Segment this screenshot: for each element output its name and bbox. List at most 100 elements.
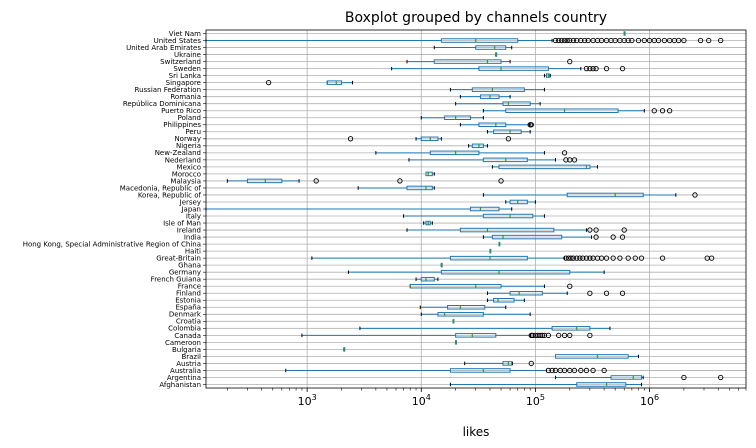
flier-point xyxy=(585,37,591,44)
box-iqr xyxy=(470,206,500,212)
flier-point xyxy=(651,108,657,114)
flier-point xyxy=(617,255,623,261)
flier-point xyxy=(603,65,610,72)
flier-point xyxy=(641,37,647,44)
box-11 xyxy=(419,305,507,310)
flier-point xyxy=(570,255,576,261)
y-category-label: Japan xyxy=(180,205,201,213)
flier-point xyxy=(571,367,578,374)
flier-point xyxy=(590,65,596,72)
box-iqr xyxy=(471,87,525,92)
box-44 xyxy=(543,73,551,78)
x-tick-label: 104 xyxy=(412,393,431,408)
box-40 xyxy=(455,101,541,106)
box-29 xyxy=(226,178,504,184)
box-42 xyxy=(449,87,545,92)
flier-point xyxy=(718,37,724,44)
y-category-label: Singapore xyxy=(166,79,201,87)
box-iqr xyxy=(505,108,619,113)
y-category-label: Great-Britain xyxy=(156,255,201,263)
y-category-label: Viet Nam xyxy=(169,30,201,38)
y-category-label: Argentina xyxy=(167,374,201,382)
flier-point xyxy=(638,255,645,261)
box-46 xyxy=(406,58,573,65)
flier-point xyxy=(708,255,715,261)
box-iqr xyxy=(471,143,484,149)
flier-point xyxy=(397,178,403,184)
flier-point xyxy=(571,157,578,163)
flier-point xyxy=(655,37,662,44)
y-category-label: Nigeria xyxy=(176,142,201,150)
y-category-label: Italy xyxy=(186,212,201,220)
flier-point xyxy=(625,37,631,44)
flier-point xyxy=(498,178,504,184)
flier-point xyxy=(590,367,596,374)
flier-point xyxy=(619,290,626,296)
flier-point xyxy=(583,255,590,261)
flier-point xyxy=(313,178,319,184)
flier-point xyxy=(587,255,593,261)
y-category-label: Germany xyxy=(169,269,201,277)
y-category-label: Ghana xyxy=(178,262,201,270)
box-iqr xyxy=(409,283,502,289)
box-iqr xyxy=(482,213,534,219)
box-50 xyxy=(623,31,626,36)
flier-point xyxy=(593,234,599,240)
box-49 xyxy=(205,37,724,44)
box-iqr xyxy=(425,171,433,177)
box-iqr xyxy=(440,38,519,43)
box-13 xyxy=(486,290,626,296)
y-category-label: Peru xyxy=(185,128,201,136)
flier-point xyxy=(563,255,569,261)
flier-point xyxy=(635,37,642,44)
flier-point xyxy=(578,37,584,44)
y-category-label: Sri Lanka xyxy=(169,72,201,80)
box-23 xyxy=(423,220,433,226)
y-category-label: España xyxy=(175,304,201,312)
box-14 xyxy=(409,283,573,289)
flier-point xyxy=(549,367,555,374)
flier-point xyxy=(578,367,584,374)
flier-point xyxy=(659,108,666,114)
x-axis-label: likes xyxy=(463,425,490,439)
flier-point xyxy=(561,150,568,156)
flier-point xyxy=(692,192,698,198)
flier-point xyxy=(530,332,536,339)
y-category-label: Poland xyxy=(178,114,201,122)
box-iqr xyxy=(449,255,528,261)
flier-point xyxy=(564,37,570,44)
box-iqr xyxy=(429,150,480,156)
box-iqr xyxy=(406,185,433,191)
flier-point xyxy=(528,360,534,367)
y-category-label: Ukraine xyxy=(174,51,201,59)
box-31 xyxy=(491,164,599,170)
flier-point xyxy=(666,108,673,114)
flier-point xyxy=(539,332,545,339)
flier-point xyxy=(603,255,610,261)
box-iqr xyxy=(449,368,511,373)
box-36 xyxy=(486,129,531,135)
flier-point xyxy=(593,227,599,233)
flier-point xyxy=(561,367,568,374)
box-1 xyxy=(555,374,724,381)
y-category-label: Estonia xyxy=(175,297,201,305)
box-iqr xyxy=(566,192,644,198)
y-category-label: Nederland xyxy=(165,156,201,164)
flier-point xyxy=(681,374,687,381)
box-47 xyxy=(495,52,498,57)
box-0 xyxy=(449,382,642,387)
box-iqr xyxy=(440,269,571,275)
box-45 xyxy=(391,65,626,72)
y-category-label: Isle of Man xyxy=(163,219,201,227)
y-category-label: Haiti xyxy=(185,248,201,256)
flier-point xyxy=(629,37,635,44)
box-iqr xyxy=(437,312,484,317)
box-iqr xyxy=(491,234,563,240)
flier-point xyxy=(581,37,588,44)
box-22 xyxy=(406,227,627,233)
y-category-labels: AfghanistanArgentinaAustraliaAustriaBraz… xyxy=(23,30,202,389)
flier-point xyxy=(505,136,512,142)
y-category-label: Croatia xyxy=(176,318,201,326)
box-iqr xyxy=(551,326,591,331)
flier-point xyxy=(681,37,687,44)
